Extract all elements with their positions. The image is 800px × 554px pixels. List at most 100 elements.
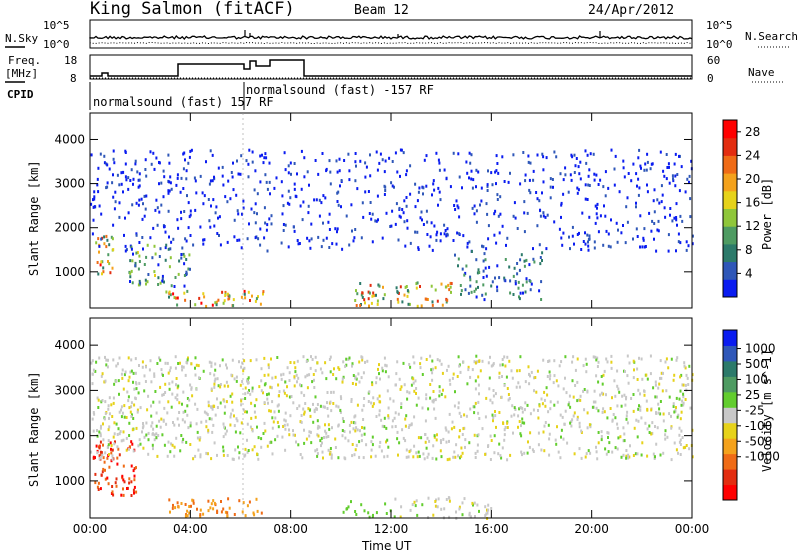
- velocity-cell: [546, 375, 549, 378]
- velocity-cell: [490, 507, 493, 510]
- power-cell: [426, 220, 429, 224]
- velocity-cell: [253, 513, 256, 517]
- velocity-cell: [648, 431, 651, 434]
- velocity-cell: [632, 359, 635, 363]
- velocity-cell: [152, 400, 155, 404]
- velocity-cell: [678, 440, 681, 444]
- velocity-cell: [328, 358, 331, 361]
- power-cell: [522, 291, 524, 295]
- velocity-cell: [138, 438, 141, 442]
- power-cell: [465, 160, 468, 164]
- velocity-cell: [362, 418, 365, 421]
- power-cell: [118, 215, 121, 219]
- velocity-cell: [107, 443, 110, 447]
- velocity-cell: [130, 464, 133, 468]
- power-cell: [464, 288, 467, 292]
- power-cell: [251, 150, 254, 154]
- velocity-cell: [159, 385, 162, 389]
- velocity-cell: [276, 434, 279, 438]
- velocity-cell: [409, 365, 412, 369]
- power-cell: [235, 193, 238, 197]
- velocity-cell: [641, 441, 644, 445]
- velocity-cell: [105, 358, 108, 362]
- power-cell: [240, 246, 243, 250]
- power-cell: [200, 301, 203, 305]
- power-cell: [98, 244, 101, 248]
- velocity-cell: [478, 392, 480, 396]
- power-cell: [281, 194, 284, 198]
- freq-panel-frame: [89, 54, 693, 80]
- velocity-cell: [284, 427, 287, 431]
- velocity-cell: [120, 408, 122, 412]
- velocity-cell: [267, 363, 270, 367]
- velocity-cell: [614, 394, 617, 398]
- power-colorbar-tick-label: 12: [745, 219, 760, 233]
- velocity-cell: [153, 433, 156, 437]
- velocity-cell: [211, 407, 214, 411]
- velocity-colorbar-segment: [723, 438, 737, 455]
- power-cell: [176, 176, 179, 180]
- power-cell: [568, 235, 570, 239]
- beam-label: Beam 12: [354, 3, 409, 18]
- power-cell: [335, 159, 338, 163]
- power-cell: [246, 237, 249, 241]
- velocity-cell: [656, 426, 659, 430]
- power-cell: [663, 206, 666, 210]
- velocity-cell: [386, 389, 389, 393]
- power-colorbar-tick-label: 28: [745, 125, 760, 139]
- velocity-cell: [595, 450, 598, 454]
- velocity-cell: [445, 440, 448, 444]
- velocity-cell: [451, 376, 454, 380]
- power-cell: [431, 248, 434, 252]
- velocity-cell: [119, 430, 122, 434]
- velocity-cell: [549, 400, 552, 404]
- velocity-cell: [570, 424, 573, 428]
- power-cell: [593, 246, 596, 250]
- velocity-cell: [448, 378, 451, 382]
- velocity-cell: [131, 413, 133, 417]
- power-cell: [665, 153, 668, 156]
- velocity-cell: [395, 383, 397, 387]
- velocity-cell: [560, 360, 563, 364]
- velocity-cell: [655, 412, 658, 415]
- velocity-cell: [648, 424, 651, 428]
- velocity-cell: [131, 442, 134, 446]
- power-cell: [595, 212, 598, 216]
- power-cell: [143, 194, 146, 198]
- velocity-cell: [564, 376, 566, 380]
- velocity-cell: [477, 411, 480, 415]
- power-cell: [289, 196, 292, 200]
- power-cell: [432, 182, 435, 186]
- velocity-cell: [597, 431, 600, 434]
- power-cell: [687, 244, 690, 248]
- velocity-cell: [486, 508, 488, 512]
- power-cell: [168, 235, 170, 239]
- velocity-cell: [251, 386, 254, 390]
- power-cell: [303, 156, 306, 160]
- velocity-cell: [484, 514, 487, 518]
- velocity-cell: [126, 487, 128, 490]
- power-cell: [136, 170, 139, 174]
- power-cell: [503, 278, 506, 282]
- power-cell: [644, 245, 647, 248]
- power-cell: [361, 201, 364, 205]
- velocity-cell: [327, 414, 330, 418]
- velocity-cell: [326, 407, 329, 410]
- velocity-cell: [173, 445, 176, 449]
- power-cell: [118, 183, 121, 187]
- power-cell: [499, 212, 502, 216]
- velocity-cell: [628, 455, 631, 459]
- power-cell: [106, 163, 109, 167]
- power-cell: [376, 194, 379, 198]
- power-cell: [188, 215, 191, 219]
- power-cell: [434, 288, 437, 292]
- power-cell: [616, 240, 619, 244]
- power-cell: [156, 223, 159, 227]
- velocity-cell: [387, 416, 390, 420]
- velocity-cell: [604, 447, 607, 451]
- power-cell: [268, 161, 271, 165]
- power-cell: [389, 225, 392, 228]
- velocity-cell: [272, 420, 275, 424]
- power-cell: [138, 254, 141, 258]
- power-cell: [602, 243, 605, 247]
